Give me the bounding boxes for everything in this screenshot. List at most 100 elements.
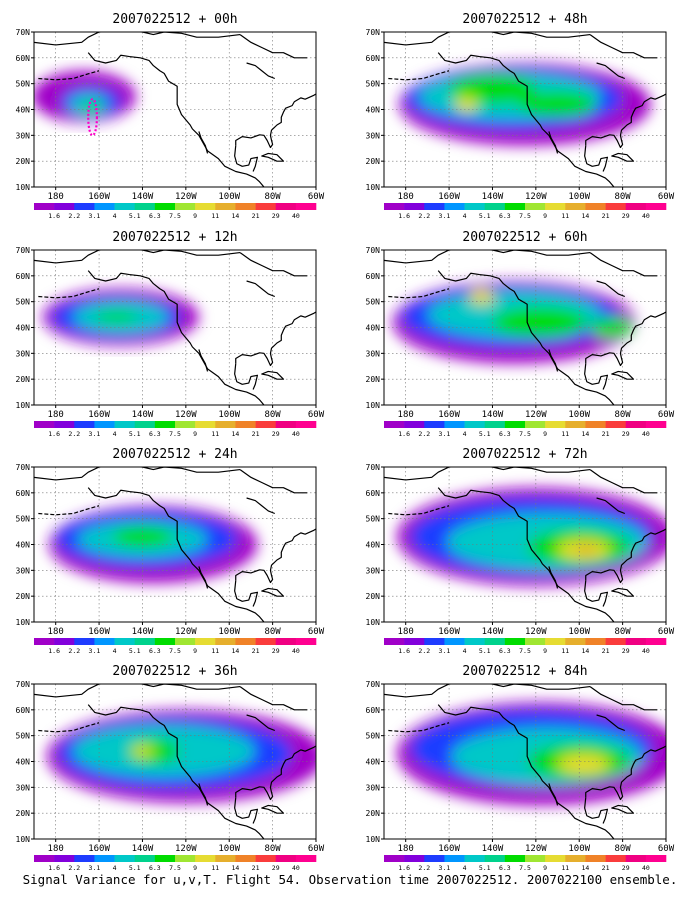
colorbar-swatch — [424, 421, 445, 428]
lat-tick-label: 50N — [16, 80, 31, 89]
colorbar-swatch — [235, 203, 256, 210]
colorbar-swatch — [235, 855, 256, 862]
colorbar-label: 3.1 — [439, 430, 451, 438]
colorbar-swatch — [154, 203, 176, 210]
lon-tick-label: 120W — [175, 410, 197, 420]
colorbar-label: 21 — [252, 647, 260, 655]
lon-tick-label: 120W — [525, 844, 547, 854]
colorbar-swatch — [404, 638, 425, 645]
lon-tick-label: 160W — [88, 844, 110, 854]
lon-tick-label: 60W — [658, 192, 675, 202]
colorbar-label: 2.2 — [418, 864, 430, 872]
colorbar-swatch — [504, 203, 526, 210]
colorbar-swatch — [645, 421, 667, 428]
colorbar-swatch — [545, 421, 566, 428]
colorbar-label: 2.2 — [68, 864, 80, 872]
colorbar-swatch — [255, 203, 277, 210]
lat-tick-label: 40N — [16, 324, 31, 333]
colorbar-label: 14 — [582, 212, 590, 220]
lon-tick-label: 180 — [398, 192, 414, 202]
lon-tick-label: 100W — [568, 627, 590, 637]
colorbar-swatch — [444, 203, 465, 210]
lat-tick-label: 70N — [16, 680, 31, 689]
colorbar-label: 21 — [602, 864, 610, 872]
lat-tick-label: 70N — [366, 28, 381, 37]
colorbar: 1.6 2.2 3.1 4 5.1 6.3 7.5 9 11 14 21 29 40 — [384, 638, 667, 655]
colorbar-swatch — [525, 638, 546, 645]
lat-tick-label: 10N — [366, 401, 381, 410]
colorbar-swatch — [525, 855, 546, 862]
colorbar-label: 2.2 — [418, 430, 430, 438]
gridlines — [34, 684, 316, 839]
gridlines — [384, 467, 666, 622]
lat-tick-label: 10N — [366, 183, 381, 192]
colorbar-swatch — [464, 421, 486, 428]
gridlines — [34, 467, 316, 622]
colorbar-label: 9 — [193, 647, 197, 655]
colorbar-swatch — [74, 203, 95, 210]
lon-tick-label: 100W — [218, 410, 240, 420]
lat-tick-label: 50N — [16, 298, 31, 307]
lat-tick-label: 20N — [16, 809, 31, 818]
colorbar-label: 4 — [113, 864, 117, 872]
colorbar-swatch — [175, 203, 196, 210]
panel-title: 2007022512 + 60h — [462, 230, 587, 245]
lat-tick-label: 20N — [366, 375, 381, 384]
lon-tick-label: 140W — [132, 192, 154, 202]
coastline — [34, 684, 316, 839]
colorbar-swatch — [275, 421, 297, 428]
colorbar-label: 29 — [622, 647, 630, 655]
coastline — [34, 250, 316, 405]
lat-tick-label: 40N — [16, 541, 31, 550]
lon-tick-label: 180 — [48, 192, 64, 202]
flight-track — [87, 98, 99, 137]
colorbar-label: 9 — [193, 212, 197, 220]
colorbar-swatch — [585, 421, 606, 428]
lat-tick-label: 40N — [366, 541, 381, 550]
colorbar-label: 3.1 — [439, 647, 451, 655]
lon-tick-label: 60W — [658, 410, 675, 420]
lat-tick-label: 10N — [16, 618, 31, 627]
figure-caption: Signal Variance for u,v,T. Flight 54. Ob… — [22, 872, 678, 887]
colorbar-label: 1.6 — [398, 864, 410, 872]
panel-title: 2007022512 + 12h — [112, 230, 237, 245]
colorbar-label: 14 — [582, 430, 590, 438]
colorbar-swatch — [275, 203, 297, 210]
colorbar-label: 4 — [463, 864, 467, 872]
colorbar-label: 11 — [211, 212, 219, 220]
colorbar-label: 5.1 — [479, 430, 491, 438]
colorbar-label: 29 — [622, 212, 630, 220]
colorbar-label: 11 — [561, 864, 569, 872]
lon-tick-label: 120W — [525, 627, 547, 637]
lat-tick-label: 30N — [16, 783, 31, 792]
colorbar-swatch — [625, 421, 647, 428]
lat-tick-label: 20N — [366, 592, 381, 601]
panel-title: 2007022512 + 48h — [462, 12, 587, 27]
colorbar-label: 6.3 — [499, 430, 511, 438]
colorbar-label: 2.2 — [68, 647, 80, 655]
lon-tick-label: 80W — [614, 844, 631, 854]
colorbar-swatch — [215, 203, 236, 210]
gridlines — [384, 250, 666, 405]
lon-tick-label: 60W — [308, 627, 325, 637]
colorbar-label: 14 — [232, 212, 240, 220]
colorbar-swatch — [34, 203, 55, 210]
colorbar-label: 1.6 — [48, 864, 60, 872]
colorbar-label: 7.5 — [169, 430, 181, 438]
colorbar-swatch — [645, 855, 667, 862]
gridlines — [34, 32, 316, 187]
lat-tick-label: 30N — [16, 349, 31, 358]
lon-tick-label: 120W — [175, 844, 197, 854]
colorbar-label: 21 — [252, 212, 260, 220]
colorbar-swatch — [114, 638, 136, 645]
lon-tick-label: 100W — [568, 410, 590, 420]
colorbar-label: 2.2 — [68, 430, 80, 438]
lon-tick-label: 60W — [658, 844, 675, 854]
lat-tick-label: 20N — [16, 592, 31, 601]
lat-tick-label: 70N — [16, 463, 31, 472]
lon-tick-label: 180 — [48, 627, 64, 637]
colorbar-label: 1.6 — [398, 212, 410, 220]
colorbar-label: 40 — [642, 430, 650, 438]
lat-tick-label: 30N — [16, 566, 31, 575]
colorbar-label: 7.5 — [169, 212, 181, 220]
